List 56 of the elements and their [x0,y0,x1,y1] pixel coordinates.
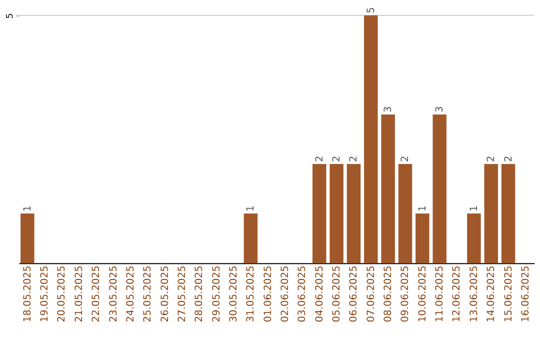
x-tick-label: 08.06.2025 [383,266,394,322]
x-tick-label: 26.05.2025 [160,266,171,322]
data-label: 5 [366,7,377,14]
x-tick-label: 03.06.2025 [297,266,308,322]
x-tick-label: 28.05.2025 [194,266,206,322]
x-tick-label: 15.06.2025 [503,266,514,322]
bar [501,164,516,264]
data-label: 2 [348,156,360,162]
x-tick-label: 13.06.2025 [468,266,480,322]
x-tick-label: 22.05.2025 [91,266,102,322]
x-tick-label: 20.05.2025 [56,266,68,322]
data-label: 3 [434,106,446,112]
x-tick-label: 14.06.2025 [486,266,498,322]
x-tick-label: 21.05.2025 [74,266,85,322]
data-label: 1 [22,205,34,212]
x-tick-label: 05.06.2025 [332,266,343,322]
x-tick-label: 31.05.2025 [246,266,257,322]
data-label: 2 [400,156,412,162]
data-label: 2 [314,156,326,162]
bar [381,114,395,264]
data-label: 1 [417,205,428,212]
x-tick-label: 18.05.2025 [22,266,34,322]
x-tick-label: 19.05.2025 [40,266,51,322]
x-tick-label: 29.05.2025 [211,266,222,322]
bar [346,164,361,264]
bar [20,214,34,264]
x-tick-label: 12.06.2025 [452,266,463,322]
data-label: 3 [383,106,394,112]
bar [416,214,430,264]
data-label: 2 [332,156,343,162]
bar [312,164,326,264]
data-label: 1 [246,205,257,212]
x-tick-label: 25.05.2025 [142,266,154,322]
data-label: 2 [486,156,498,162]
bar [484,164,498,264]
x-tick-label: 02.06.2025 [280,266,291,322]
bar [432,114,446,264]
bar [364,15,378,264]
x-tick-label: 07.06.2025 [366,266,377,322]
bar [330,164,344,264]
x-tick-label: 24.05.2025 [125,266,136,322]
x-tick-label: 27.05.2025 [176,266,188,322]
x-tick-label: 10.06.2025 [417,266,428,322]
bar [398,164,412,264]
data-label: 2 [503,156,514,162]
x-tick-label: 06.06.2025 [348,266,360,322]
x-tick-label: 04.06.2025 [314,266,326,322]
data-label: 1 [468,205,480,212]
x-tick-label: 16.06.2025 [520,266,532,322]
x-tick-label: 23.05.2025 [108,266,120,322]
x-tick-label: 09.06.2025 [400,266,412,322]
bar [244,214,258,264]
bar [467,214,481,264]
x-tick-label: 11.06.2025 [434,266,446,322]
x-tick-label: 01.06.2025 [262,266,274,322]
x-tick-label: 30.05.2025 [228,266,240,322]
